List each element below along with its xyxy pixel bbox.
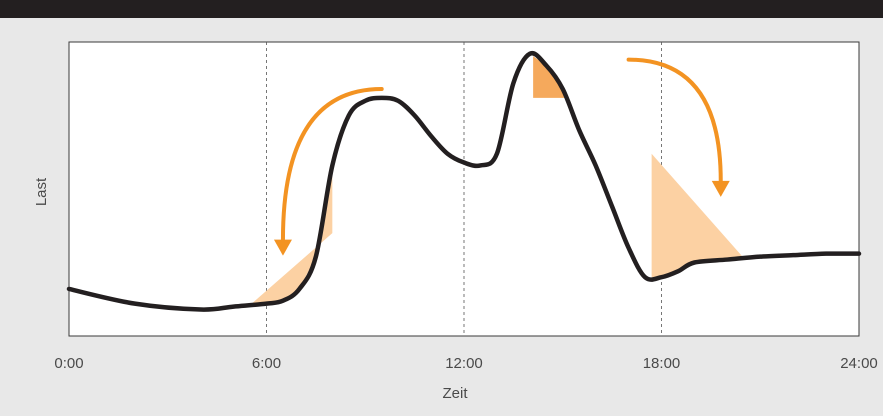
x-tick-label-0: 0:00	[54, 355, 83, 372]
shaded-region-1	[533, 56, 613, 98]
load-curve	[66, 50, 862, 312]
x-tick-labels: 0:00 6:00 12:00 18:00 24:00	[54, 355, 877, 372]
x-tick-label-6: 6:00	[252, 355, 281, 372]
shift-arrowhead-1	[711, 180, 730, 197]
y-axis-label: Last	[33, 177, 50, 206]
shift-arrows	[273, 57, 730, 256]
x-tick-label-12: 12:00	[445, 355, 483, 372]
shift-arrow-1	[626, 57, 723, 183]
top-bar	[0, 0, 883, 18]
shift-arrow-0	[280, 87, 384, 242]
x-tick-label-18: 18:00	[643, 355, 681, 372]
series-layer	[66, 50, 862, 312]
x-tick-label-24: 24:00	[840, 355, 878, 372]
shaded-regions	[250, 56, 744, 306]
shift-arrowhead-0	[273, 239, 292, 256]
shaded-region-3	[651, 153, 744, 278]
shaded-region-2	[250, 165, 333, 306]
x-axis-label: Zeit	[442, 385, 468, 402]
